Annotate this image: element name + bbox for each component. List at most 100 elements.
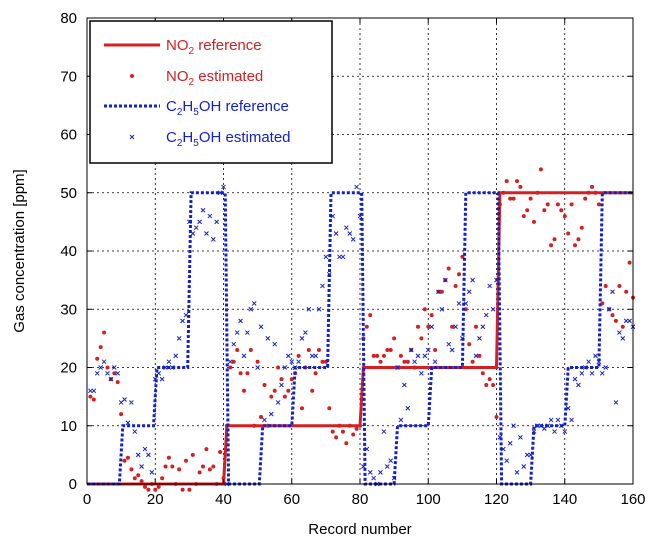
x-tick-label: 20 (147, 491, 164, 508)
data-point-no2_est (358, 423, 362, 428)
data-point-no2_est (419, 336, 424, 341)
data-point-c2h5oh_est (98, 365, 104, 370)
data-point-no2_est (613, 318, 618, 323)
data-point-no2_est (242, 388, 246, 393)
data-point-c2h5oh_est (94, 370, 100, 376)
data-point-no2_est (422, 307, 427, 312)
legend-marker-c2h5oh_est (129, 134, 135, 140)
data-point-no2_est (501, 190, 506, 195)
legend-label-c2h5oh_est: C2H5OH estimated (166, 129, 291, 149)
data-point-no2_est (525, 208, 530, 213)
data-point-no2_est (166, 455, 171, 460)
data-point-c2h5oh_est (599, 370, 605, 376)
data-point-no2_est (340, 429, 345, 434)
data-point-c2h5oh_est (466, 289, 472, 295)
data-point-no2_est (235, 348, 240, 352)
data-point-c2h5oh_est (330, 213, 336, 219)
data-point-no2_est (364, 324, 369, 329)
data-point-c2h5oh_est (292, 365, 298, 370)
data-point-c2h5oh_est (268, 411, 274, 417)
data-point-c2h5oh_est (494, 277, 499, 283)
data-point-c2h5oh_est (378, 469, 383, 475)
data-point-c2h5oh_est (613, 400, 619, 405)
series-c2h5oh_ref (87, 191, 633, 486)
legend-label-no2_ref: NO2 reference (166, 37, 262, 57)
data-point-c2h5oh_est (299, 336, 305, 341)
data-point-c2h5oh_est (425, 347, 431, 353)
series-c2h5oh_est (88, 184, 636, 487)
data-point-no2_est (98, 345, 103, 350)
data-point-c2h5oh_est (449, 347, 455, 353)
data-point-c2h5oh_est (197, 219, 202, 225)
data-point-c2h5oh_est (101, 359, 107, 365)
data-point-no2_est (119, 412, 124, 417)
x-tick-label: 40 (215, 491, 232, 508)
data-point-no2_est (330, 429, 335, 434)
data-point-c2h5oh_est (262, 417, 267, 423)
data-point-no2_est (596, 202, 601, 207)
data-point-c2h5oh_est (255, 365, 260, 370)
y-tick-label: 20 (60, 360, 77, 377)
data-point-c2h5oh_est (381, 429, 387, 434)
data-point-no2_est (484, 383, 489, 387)
data-point-no2_est (474, 324, 478, 329)
data-point-c2h5oh_est (241, 353, 247, 359)
x-tick-label: 160 (620, 491, 645, 508)
data-point-c2h5oh_est (596, 359, 602, 365)
data-point-c2h5oh_est (279, 382, 284, 388)
data-point-no2_est (542, 208, 547, 213)
data-point-c2h5oh_est (415, 353, 421, 359)
y-tick-label: 60 (60, 127, 77, 144)
x-tick-label: 80 (352, 491, 369, 508)
data-point-no2_est (627, 260, 632, 265)
data-point-no2_est (279, 377, 284, 382)
data-point-c2h5oh_est (159, 376, 165, 382)
data-point-no2_est (429, 313, 434, 318)
data-point-no2_est (269, 394, 274, 399)
data-point-no2_est (184, 458, 188, 463)
data-point-c2h5oh_est (616, 330, 622, 335)
data-point-c2h5oh_est (217, 190, 223, 196)
data-point-no2_est (221, 476, 226, 481)
data-point-no2_est (143, 484, 147, 489)
data-point-no2_est (276, 365, 281, 370)
data-point-no2_est (252, 423, 257, 428)
data-point-c2h5oh_est (316, 306, 322, 312)
data-point-c2h5oh_est (473, 353, 479, 359)
data-point-c2h5oh_est (354, 184, 359, 190)
data-point-no2_est (566, 231, 571, 236)
data-point-no2_est (590, 184, 594, 189)
data-point-c2h5oh_est (579, 370, 585, 376)
data-point-no2_est (115, 380, 120, 385)
data-point-c2h5oh_est (442, 277, 448, 283)
series-no2_est (88, 167, 635, 492)
data-point-c2h5oh_est (146, 452, 151, 458)
data-point-c2h5oh_est (132, 429, 138, 434)
data-point-c2h5oh_est (135, 452, 141, 458)
legend-marker-no2_est (130, 74, 134, 78)
data-point-no2_est (603, 284, 608, 288)
data-point-no2_est (559, 208, 564, 213)
data-point-no2_est (573, 243, 577, 248)
data-point-c2h5oh_est (234, 330, 240, 335)
data-point-no2_est (289, 377, 294, 382)
data-point-c2h5oh_est (402, 382, 407, 388)
x-tick-label: 0 (83, 491, 91, 508)
data-point-no2_est (248, 348, 253, 352)
data-point-c2h5oh_est (350, 236, 356, 242)
data-point-c2h5oh_est (169, 365, 175, 370)
data-point-no2_est (190, 452, 195, 457)
data-point-no2_est (211, 464, 216, 469)
data-point-c2h5oh_est (326, 271, 332, 277)
data-point-no2_est (392, 336, 397, 341)
data-point-no2_est (197, 470, 202, 475)
data-point-c2h5oh_est (111, 365, 117, 370)
data-point-c2h5oh_est (367, 469, 373, 475)
data-point-no2_est (508, 196, 513, 201)
data-point-no2_est (231, 359, 236, 364)
data-point-c2h5oh_est (190, 231, 196, 236)
data-point-no2_est (334, 435, 339, 440)
data-point-c2h5oh_est (572, 376, 578, 382)
data-point-no2_est (201, 464, 205, 469)
